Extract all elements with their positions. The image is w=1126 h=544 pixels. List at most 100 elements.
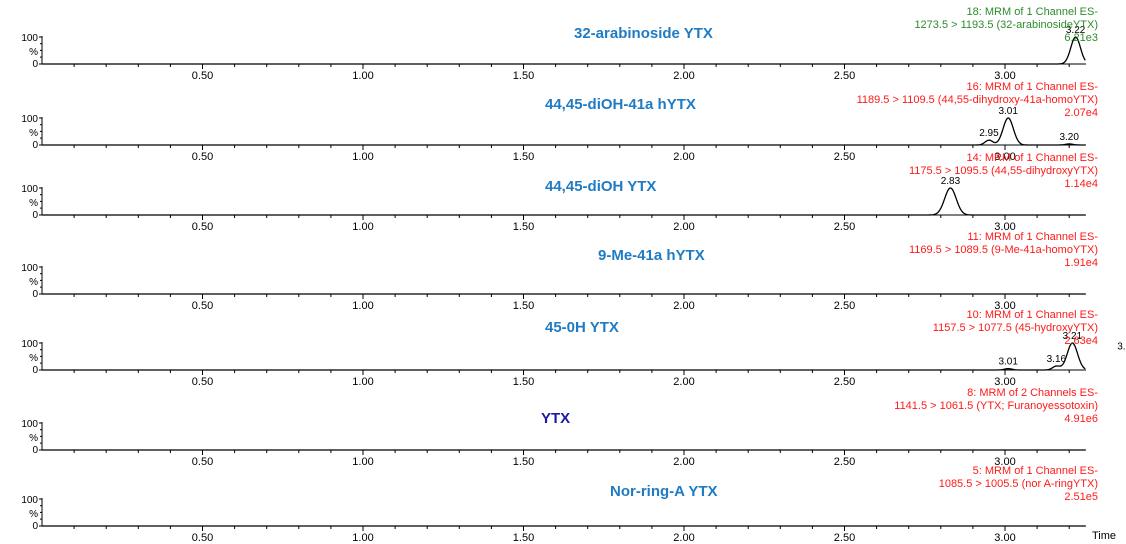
x-tick-label: 2.50 (834, 532, 855, 544)
x-tick-label: 1.00 (352, 376, 373, 388)
x-tick-label: 1.00 (352, 70, 373, 82)
intensity-value: 2.63e4 (1064, 335, 1098, 347)
y-label-unit: % (29, 353, 38, 364)
mrm-channel-info: 14: MRM of 1 Channel ES- (967, 152, 1099, 164)
x-tick-label: 2.00 (673, 221, 694, 233)
mrm-transition: 1157.5 > 1077.5 (45-hydroxyYTX) (933, 322, 1098, 334)
chromatogram-trace (42, 117, 1086, 146)
compound-name: 32-arabinoside YTX (574, 25, 713, 42)
y-label-min: 0 (32, 289, 38, 300)
peak-rt-label: 3.38 (1117, 341, 1126, 352)
x-tick-label: 3.00 (994, 532, 1015, 544)
x-tick-label: 2.00 (673, 532, 694, 544)
x-tick-label: 0.50 (192, 456, 213, 468)
peak-rt-label: 3.01 (998, 357, 1018, 368)
intensity-value: 4.91e6 (1064, 413, 1098, 425)
compound-name: 44,45-diOH-41a hYTX (545, 96, 696, 113)
mrm-transition: 1189.5 > 1109.5 (44,55-dihydroxy-41a-hom… (857, 94, 1098, 106)
y-label-unit: % (29, 47, 38, 58)
x-tick-label: 2.50 (834, 151, 855, 163)
y-label-min: 0 (32, 59, 38, 70)
x-tick-label: 2.50 (834, 376, 855, 388)
x-tick-label: 0.50 (192, 221, 213, 233)
peak-rt-label: 3.21 (1063, 331, 1083, 342)
x-tick-label: 0.50 (192, 376, 213, 388)
x-tick-label: 3.00 (994, 300, 1015, 312)
y-label-min: 0 (32, 140, 38, 151)
x-tick-label: 2.50 (834, 221, 855, 233)
y-label-max: 100 (21, 33, 38, 44)
chromatogram-panel: 100%00.501.001.502.002.503.003.504.004.5… (21, 6, 1099, 82)
y-label-max: 100 (21, 114, 38, 125)
y-label-max: 100 (21, 495, 38, 506)
chromatogram-panel: 100%00.501.001.502.002.503.003.504.004.5… (21, 231, 1098, 312)
x-tick-label: 1.50 (513, 532, 534, 544)
x-tick-label: 3.00 (994, 456, 1015, 468)
x-tick-label: 3.00 (994, 151, 1015, 163)
mrm-channel-info: 8: MRM of 2 Channels ES- (967, 387, 1098, 399)
mrm-channel-info: 10: MRM of 1 Channel ES- (967, 309, 1099, 321)
chromatogram-trace (42, 342, 1086, 371)
x-tick-label: 1.00 (352, 221, 373, 233)
x-tick-label: 0.50 (192, 532, 213, 544)
x-tick-label: 1.50 (513, 70, 534, 82)
x-tick-label: 1.50 (513, 221, 534, 233)
intensity-value: 1.91e4 (1064, 257, 1098, 269)
mrm-channel-info: 5: MRM of 1 Channel ES- (973, 465, 1099, 477)
chromatogram-panel: 100%00.501.001.502.002.503.003.504.004.5… (21, 152, 1099, 233)
x-tick-label: 2.00 (673, 456, 694, 468)
x-tick-label: 1.50 (513, 151, 534, 163)
intensity-value: 2.51e5 (1064, 491, 1098, 503)
x-tick-label: 1.00 (352, 151, 373, 163)
mrm-transition: 1175.5 > 1095.5 (44,55-dihydroxyYTX) (909, 165, 1098, 177)
x-tick-label: 2.00 (673, 70, 694, 82)
chromatogram-panel: 100%00.501.001.502.002.503.003.504.004.5… (21, 309, 1126, 388)
x-tick-label: 1.50 (513, 456, 534, 468)
peak-rt-label: 3.22 (1066, 25, 1086, 36)
compound-name: 45-0H YTX (545, 319, 619, 336)
mrm-channel-info: 16: MRM of 1 Channel ES- (967, 81, 1099, 93)
peak-rt-label: 3.16 (1047, 354, 1067, 365)
x-tick-label: 0.50 (192, 70, 213, 82)
intensity-value: 6.21e3 (1064, 32, 1098, 44)
mrm-transition: 1169.5 > 1089.5 (9-Me-41a-homoYTX) (909, 244, 1098, 256)
mrm-channel-info: 11: MRM of 1 Channel ES- (967, 231, 1098, 243)
y-label-min: 0 (32, 445, 38, 456)
y-label-min: 0 (32, 521, 38, 532)
x-tick-label: 2.50 (834, 70, 855, 82)
x-tick-label: 0.50 (192, 151, 213, 163)
x-tick-label: 2.00 (673, 151, 694, 163)
x-tick-label: 2.50 (834, 300, 855, 312)
y-label-min: 0 (32, 365, 38, 376)
peak-rt-label: 3.01 (998, 106, 1018, 117)
y-label-max: 100 (21, 184, 38, 195)
intensity-value: 1.14e4 (1064, 178, 1098, 190)
chromatogram-trace (42, 187, 1086, 216)
compound-name: Nor-ring-A YTX (610, 483, 718, 500)
peak-rt-label: 2.83 (941, 176, 961, 187)
x-tick-label: 3.00 (994, 376, 1015, 388)
peak-rt-label: 3.20 (1059, 132, 1079, 143)
x-tick-label: 1.00 (352, 532, 373, 544)
mrm-transition: 1085.5 > 1005.5 (nor A-ringYTX) (939, 478, 1098, 490)
x-tick-label: 1.00 (352, 456, 373, 468)
x-tick-label: 0.50 (192, 300, 213, 312)
mrm-channel-info: 18: MRM of 1 Channel ES- (967, 6, 1099, 18)
y-label-unit: % (29, 509, 38, 520)
compound-name: 44,45-diOH YTX (545, 178, 656, 195)
x-tick-label: 2.00 (673, 300, 694, 312)
mrm-transition: 1141.5 > 1061.5 (YTX; Furanoyessotoxin) (894, 400, 1098, 412)
mrm-transition: 1273.5 > 1193.5 (32-arabinosideYTX) (914, 19, 1098, 31)
chromatogram-panel: 100%00.501.001.502.002.503.003.504.004.5… (21, 387, 1098, 468)
x-axis-title: Time (1092, 530, 1116, 542)
intensity-value: 2.07e4 (1064, 107, 1098, 119)
x-tick-label: 3.00 (994, 70, 1015, 82)
peak-rt-label: 2.95 (979, 128, 999, 139)
y-label-max: 100 (21, 339, 38, 350)
x-tick-label: 3.00 (994, 221, 1015, 233)
y-label-unit: % (29, 433, 38, 444)
y-label-unit: % (29, 198, 38, 209)
compound-name: YTX (541, 410, 570, 427)
compound-name: 9-Me-41a hYTX (598, 247, 705, 264)
